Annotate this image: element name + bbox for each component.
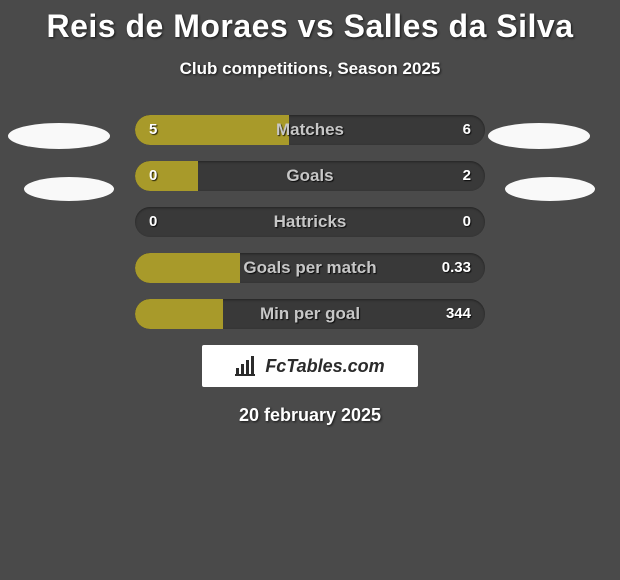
stat-right-value: 0 bbox=[463, 207, 471, 237]
stat-row: Matches5 6 bbox=[135, 115, 485, 145]
stat-right-value: 2 bbox=[463, 161, 471, 191]
stat-left-value: 0 bbox=[149, 207, 157, 237]
stat-row: Goals per match0.33 bbox=[135, 253, 485, 283]
stat-row: Goals0 2 bbox=[135, 161, 485, 191]
stat-label: Min per goal bbox=[135, 299, 485, 329]
chart-icon bbox=[235, 356, 259, 376]
comparison-widget: Reis de Moraes vs Salles da Silva Club c… bbox=[0, 0, 620, 580]
stat-row: Min per goal344 bbox=[135, 299, 485, 329]
stat-right-value: 0.33 bbox=[442, 253, 471, 283]
stat-label: Goals per match bbox=[135, 253, 485, 283]
stat-label: Matches bbox=[135, 115, 485, 145]
page-title: Reis de Moraes vs Salles da Silva bbox=[0, 8, 620, 45]
stat-left-value: 5 bbox=[149, 115, 157, 145]
source-badge-text: FcTables.com bbox=[265, 356, 384, 377]
stat-label: Hattricks bbox=[135, 207, 485, 237]
stat-row: Hattricks0 0 bbox=[135, 207, 485, 237]
snapshot-date: 20 february 2025 bbox=[0, 405, 620, 426]
stat-right-value: 344 bbox=[446, 299, 471, 329]
stats-list: Matches56Goals02Hattricks00Goals per mat… bbox=[0, 115, 620, 329]
stat-label: Goals bbox=[135, 161, 485, 191]
source-badge-label: FcTables.com bbox=[235, 356, 384, 377]
stat-right-value: 6 bbox=[463, 115, 471, 145]
source-badge[interactable]: FcTables.com bbox=[202, 345, 418, 387]
stat-left-value: 0 bbox=[149, 161, 157, 191]
subtitle: Club competitions, Season 2025 bbox=[0, 59, 620, 79]
